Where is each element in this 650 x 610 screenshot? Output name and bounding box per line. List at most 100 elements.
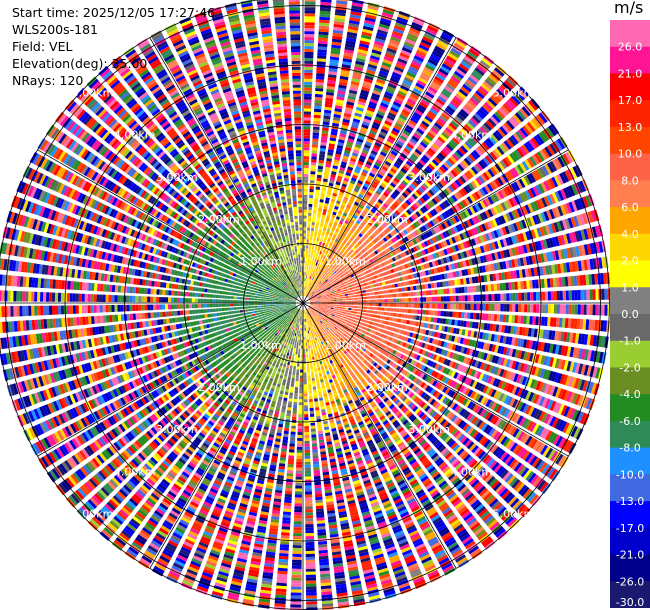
velocity-gate — [393, 69, 403, 76]
velocity-gate — [303, 153, 310, 157]
velocity-gate — [374, 141, 382, 148]
velocity-gate — [413, 315, 417, 320]
velocity-gate — [335, 291, 339, 294]
velocity-gate — [395, 95, 405, 103]
velocity-gate — [326, 240, 330, 245]
velocity-gate — [315, 240, 319, 245]
velocity-gate — [310, 233, 314, 238]
velocity-gate — [304, 269, 307, 273]
velocity-gate — [336, 299, 340, 301]
velocity-gate — [394, 22, 407, 29]
velocity-gate — [376, 32, 387, 38]
velocity-gate — [376, 78, 386, 85]
velocity-gate — [315, 85, 324, 89]
velocity-gate — [324, 221, 329, 226]
velocity-gate — [339, 237, 344, 242]
velocity-gate — [367, 317, 371, 321]
velocity-gate — [338, 290, 342, 294]
velocity-gate — [325, 231, 330, 235]
velocity-gate — [337, 175, 343, 180]
velocity-gate — [544, 291, 549, 301]
velocity-gate — [407, 292, 412, 297]
velocity-gate — [310, 230, 314, 235]
velocity-gate — [303, 206, 307, 210]
velocity-gate — [321, 190, 326, 194]
velocity-gate — [332, 165, 339, 170]
velocity-gate — [347, 312, 351, 316]
velocity-gate — [413, 291, 417, 296]
velocity-gate — [334, 184, 340, 189]
velocity-gate — [410, 291, 414, 297]
velocity-gate — [305, 293, 308, 297]
velocity-gate — [303, 147, 310, 151]
velocity-gate — [387, 307, 391, 312]
velocity-gate — [381, 294, 385, 299]
velocity-gate — [316, 219, 320, 224]
velocity-gate — [381, 12, 394, 18]
velocity-gate — [306, 239, 309, 243]
velocity-gate — [369, 130, 377, 136]
velocity-gate — [342, 301, 346, 303]
velocity-gate — [362, 25, 374, 31]
velocity-gate — [319, 241, 322, 246]
velocity-gate — [404, 292, 409, 297]
velocity-gate — [356, 103, 365, 109]
velocity-gate — [355, 57, 366, 63]
velocity-gate — [407, 122, 416, 129]
velocity-gate — [306, 272, 308, 276]
velocity-gate — [374, 287, 378, 291]
velocity-gate — [329, 179, 335, 184]
velocity-gate — [392, 312, 396, 317]
velocity-gate — [335, 293, 339, 296]
velocity-gate — [381, 148, 389, 155]
velocity-gate — [346, 315, 351, 318]
velocity-gate — [366, 306, 370, 310]
velocity-gate — [319, 148, 326, 152]
velocity-gate — [470, 295, 474, 302]
velocity-gate — [396, 16, 409, 23]
velocity-gate — [410, 93, 419, 100]
velocity-gate — [433, 48, 444, 56]
velocity-gate — [328, 235, 332, 240]
velocity-gate — [348, 300, 352, 303]
velocity-gate — [396, 298, 400, 302]
velocity-gate — [307, 221, 311, 225]
velocity-gate — [397, 116, 406, 124]
velocity-gate — [335, 3, 348, 8]
velocity-gate — [333, 296, 337, 298]
velocity-gate — [386, 289, 390, 294]
velocity-gate — [356, 209, 361, 215]
velocity-gate — [604, 304, 608, 316]
velocity-gate — [307, 288, 310, 291]
velocity-gate — [368, 189, 374, 194]
velocity-gate — [389, 289, 393, 293]
velocity-gate — [330, 229, 335, 234]
velocity-gate — [317, 55, 327, 59]
velocity-gate — [339, 303, 343, 305]
velocity-gate — [342, 298, 346, 301]
velocity-gate — [440, 310, 444, 317]
velocity-gate — [422, 309, 426, 315]
velocity-gate — [404, 103, 414, 111]
velocity-gate — [396, 308, 400, 313]
velocity-gate — [304, 31, 315, 35]
velocity-gate — [364, 286, 368, 290]
velocity-gate — [405, 124, 414, 132]
velocity-gate — [321, 214, 326, 219]
velocity-gate — [309, 272, 311, 276]
velocity-gate — [363, 196, 369, 202]
velocity-gate — [368, 155, 375, 161]
velocity-gate — [314, 102, 322, 107]
velocity-gate — [467, 312, 471, 319]
velocity-gate — [382, 59, 393, 65]
velocity-gate — [314, 246, 318, 250]
velocity-gate — [325, 197, 330, 201]
velocity-gate — [384, 299, 388, 303]
velocity-gate — [374, 161, 381, 168]
velocity-gate — [303, 236, 306, 240]
velocity-gate — [333, 297, 337, 300]
velocity-gate — [556, 304, 560, 314]
velocity-gate — [333, 299, 337, 302]
velocity-gate — [351, 155, 358, 160]
velocity-gate — [383, 290, 387, 294]
